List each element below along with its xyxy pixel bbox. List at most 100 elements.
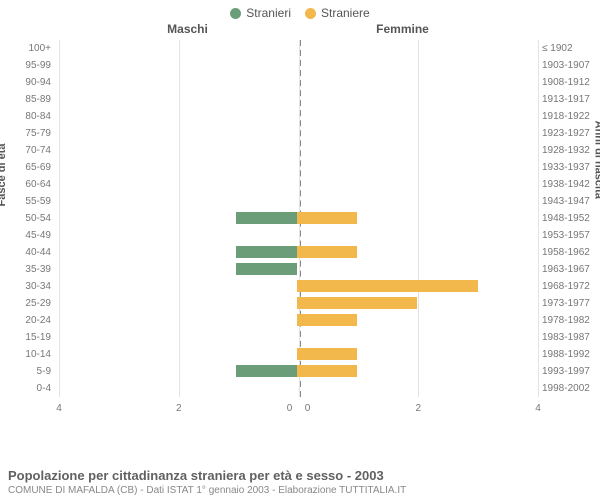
age-label: 95-99 — [0, 60, 55, 71]
bar-pair — [55, 125, 538, 142]
x-tick-label: 4 — [535, 403, 541, 414]
birth-year-label: 1943-1947 — [538, 196, 600, 207]
age-row: 80-841918-1922 — [0, 108, 600, 125]
bar-pair — [55, 57, 538, 74]
chart-title: Popolazione per cittadinanza straniera p… — [8, 468, 592, 483]
age-row: 5-9 1993-1997 — [0, 363, 600, 380]
male-bar-area — [55, 380, 297, 397]
age-label: 80-84 — [0, 111, 55, 122]
birth-year-label: 1988-1992 — [538, 349, 600, 360]
age-row: 40-441958-1962 — [0, 244, 600, 261]
female-bar — [297, 280, 478, 292]
age-row: 45-491953-1957 — [0, 227, 600, 244]
male-bar-area — [55, 244, 297, 261]
male-bar-area — [55, 57, 297, 74]
female-bar — [297, 246, 357, 258]
age-row: 25-291973-1977 — [0, 295, 600, 312]
age-row: 70-741928-1932 — [0, 142, 600, 159]
bar-pair — [55, 346, 538, 363]
female-bar-area — [297, 278, 539, 295]
female-bar-area — [297, 346, 539, 363]
age-label: 55-59 — [0, 196, 55, 207]
male-bar-area — [55, 159, 297, 176]
x-axis: 4 2 0 0 2 4 — [59, 403, 538, 417]
bar-pair — [55, 261, 538, 278]
age-label: 0-4 — [0, 383, 55, 394]
birth-year-label: 1948-1952 — [538, 213, 600, 224]
female-bar — [297, 297, 418, 309]
bar-pair — [55, 278, 538, 295]
x-tick-label: 2 — [415, 403, 421, 414]
bar-pair — [55, 159, 538, 176]
male-bar-area — [55, 278, 297, 295]
x-tick-label: 0 — [305, 403, 311, 414]
female-bar-area — [297, 295, 539, 312]
birth-year-label: 1978-1982 — [538, 315, 600, 326]
female-bar-area — [297, 261, 539, 278]
x-tick-label: 4 — [56, 403, 62, 414]
age-row: 95-991903-1907 — [0, 57, 600, 74]
age-label: 15-19 — [0, 332, 55, 343]
male-bar-area — [55, 210, 297, 227]
bar-pair — [55, 227, 538, 244]
female-bar-area — [297, 363, 539, 380]
female-bar-area — [297, 40, 539, 57]
x-tick-label: 0 — [287, 403, 293, 414]
birth-year-label: 1973-1977 — [538, 298, 600, 309]
age-row: 35-39 1963-1967 — [0, 261, 600, 278]
rows-container: 100+≤ 190295-991903-190790-941908-191285… — [0, 40, 600, 397]
birth-year-label: 1953-1957 — [538, 230, 600, 241]
birth-year-label: 1913-1917 — [538, 94, 600, 105]
bar-pair — [55, 108, 538, 125]
age-row: 10-141988-1992 — [0, 346, 600, 363]
legend: Stranieri Straniere — [0, 0, 600, 22]
age-label: 35-39 — [0, 264, 55, 275]
male-bar-area — [55, 346, 297, 363]
female-bar-area — [297, 108, 539, 125]
age-label: 75-79 — [0, 128, 55, 139]
age-label: 85-89 — [0, 94, 55, 105]
age-row: 65-691933-1937 — [0, 159, 600, 176]
age-label: 100+ — [0, 43, 55, 54]
age-row: 85-89 1913-1917 — [0, 91, 600, 108]
male-bar-area — [55, 312, 297, 329]
male-bar-area — [55, 74, 297, 91]
bar-pair — [55, 329, 538, 346]
age-row: 15-19 1983-1987 — [0, 329, 600, 346]
birth-year-label: 1993-1997 — [538, 366, 600, 377]
x-tick-label: 2 — [176, 403, 182, 414]
age-label: 20-24 — [0, 315, 55, 326]
female-bar-area — [297, 193, 539, 210]
female-bar-area — [297, 125, 539, 142]
col-title-female: Femmine — [295, 22, 510, 36]
age-row: 50-541948-1952 — [0, 210, 600, 227]
legend-label-female: Straniere — [321, 6, 370, 20]
female-bar-area — [297, 74, 539, 91]
birth-year-label: 1933-1937 — [538, 162, 600, 173]
male-bar-area — [55, 91, 297, 108]
birth-year-label: 1983-1987 — [538, 332, 600, 343]
age-label: 90-94 — [0, 77, 55, 88]
age-label: 5-9 — [0, 366, 55, 377]
female-bar-area — [297, 57, 539, 74]
age-label: 40-44 — [0, 247, 55, 258]
swatch-female — [305, 8, 316, 19]
male-bar — [236, 212, 296, 224]
male-bar-area — [55, 329, 297, 346]
female-bar-area — [297, 210, 539, 227]
male-bar-area — [55, 176, 297, 193]
birth-year-label: 1998-2002 — [538, 383, 600, 394]
age-row: 90-94 1908-1912 — [0, 74, 600, 91]
birth-year-label: 1963-1967 — [538, 264, 600, 275]
birth-year-label: 1908-1912 — [538, 77, 600, 88]
male-bar-area — [55, 295, 297, 312]
male-bar-area — [55, 125, 297, 142]
male-bar-area — [55, 363, 297, 380]
bar-pair — [55, 363, 538, 380]
bar-pair — [55, 91, 538, 108]
female-bar-area — [297, 91, 539, 108]
female-bar-area — [297, 227, 539, 244]
bar-pair — [55, 380, 538, 397]
male-bar — [236, 246, 296, 258]
age-row: 60-641938-1942 — [0, 176, 600, 193]
